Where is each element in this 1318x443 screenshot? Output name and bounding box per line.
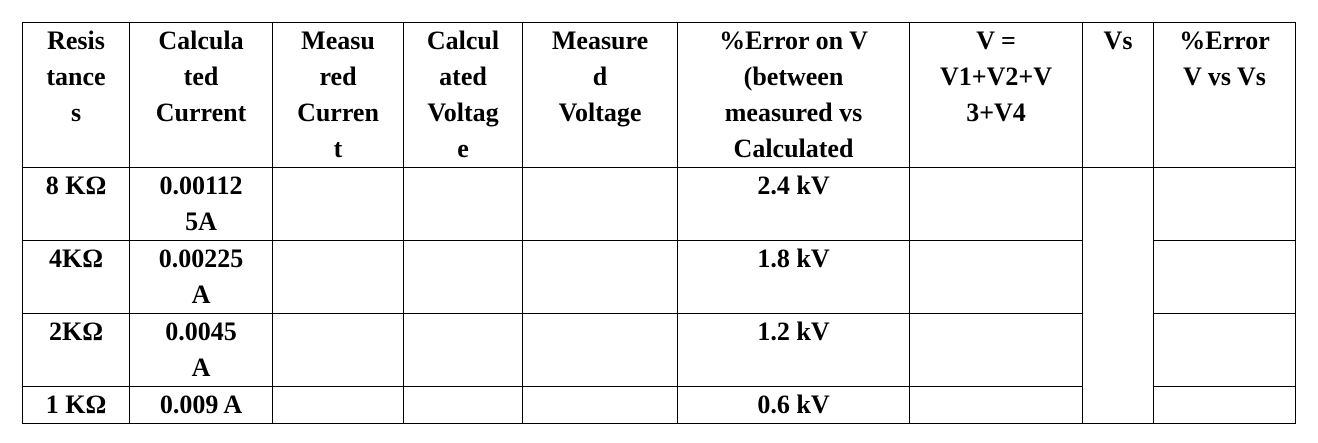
cell-text: t xyxy=(333,134,343,163)
header-cell: Measure d Voltage xyxy=(522,22,678,168)
cell-text: A xyxy=(191,280,211,309)
cell-text: Voltag xyxy=(427,98,499,127)
data-cell: 0.00225 A xyxy=(129,240,273,314)
cell-text: measured vs xyxy=(724,98,863,127)
cell-text: 1.2 kV xyxy=(757,317,830,346)
cell-text: Measure xyxy=(551,26,649,55)
cell-text: Current xyxy=(155,98,247,127)
data-cell: 2KΩ xyxy=(22,313,130,387)
header-cell: %Error V vs Vs xyxy=(1153,22,1296,168)
header-cell: %Error on V (between measured vs Calculated xyxy=(677,22,910,168)
data-cell: 0.0045 A xyxy=(129,313,273,387)
cell-text: 0.009 A xyxy=(159,390,243,419)
cell-text: 5A xyxy=(185,207,217,236)
data-row: 4KΩ 0.00225 A 1.8 kV xyxy=(22,240,1296,314)
data-cell: 1.8 kV xyxy=(677,240,910,314)
data-cell xyxy=(522,167,678,241)
cell-text: V = xyxy=(976,26,1016,55)
header-cell: Calcul ated Voltag e xyxy=(403,22,523,168)
data-cell xyxy=(1153,313,1296,387)
data-cell xyxy=(909,313,1083,387)
data-cell xyxy=(403,167,523,241)
cell-text: 1.8 kV xyxy=(757,244,830,273)
data-cell xyxy=(909,167,1083,241)
cell-text: 4KΩ xyxy=(48,244,104,273)
table-body: Resis tance s Calcula ted Current Measu red Curr… xyxy=(22,22,1296,424)
data-cell: 1.2 kV xyxy=(677,313,910,387)
cell-text: ated xyxy=(439,62,487,91)
cell-text: Resis xyxy=(47,26,105,55)
data-cell: 1 KΩ xyxy=(22,386,130,424)
cell-text: %Error xyxy=(1179,26,1270,55)
data-cell xyxy=(909,386,1083,424)
cell-text: Curren xyxy=(297,98,379,127)
header-cell: V = V1+V2+V 3+V4 xyxy=(909,22,1083,168)
data-row: 2KΩ 0.0045 A 1.2 kV xyxy=(22,313,1296,387)
cell-text: red xyxy=(319,62,357,91)
cell-text: %Error on V xyxy=(719,26,868,55)
cell-text: Vs xyxy=(1103,26,1133,55)
cell-text: 3+V4 xyxy=(966,98,1026,127)
cell-text: tance xyxy=(46,62,106,91)
data-cell xyxy=(403,240,523,314)
data-cell: 0.009 A xyxy=(129,386,273,424)
data-cell xyxy=(272,386,404,424)
cell-text: 1 KΩ xyxy=(45,390,107,419)
merged-cell xyxy=(1082,167,1154,424)
cell-text: A xyxy=(191,353,211,382)
data-cell: 0.00112 5A xyxy=(129,167,273,241)
cell-text: Calcula xyxy=(158,26,244,55)
data-cell xyxy=(272,313,404,387)
data-cell xyxy=(522,240,678,314)
data-cell xyxy=(1153,240,1296,314)
cell-text: Calculated xyxy=(733,134,854,163)
data-cell xyxy=(522,386,678,424)
cell-text: 0.00225 xyxy=(158,244,244,273)
header-cell: Vs xyxy=(1082,22,1154,168)
cell-text: (between xyxy=(743,62,844,91)
cell-text: Voltage xyxy=(558,98,642,127)
data-cell xyxy=(909,240,1083,314)
cell-text: e xyxy=(457,134,469,163)
data-cell xyxy=(272,167,404,241)
data-cell xyxy=(1153,386,1296,424)
cell-text: 0.6 kV xyxy=(757,390,830,419)
cell-text: 0.00112 xyxy=(159,171,243,200)
cell-text: s xyxy=(70,98,82,127)
header-row: Resis tance s Calcula ted Current Measu red Curr… xyxy=(22,22,1296,168)
data-row: 1 KΩ 0.009 A 0.6 kV xyxy=(22,386,1296,424)
data-row: 8 KΩ 0.00112 5A 2.4 kV xyxy=(22,167,1296,424)
data-cell xyxy=(522,313,678,387)
data-cell: 0.6 kV xyxy=(677,386,910,424)
header-cell: Measu red Curren t xyxy=(272,22,404,168)
header-cell: Calcula ted Current xyxy=(129,22,273,168)
data-cell: 4KΩ xyxy=(22,240,130,314)
cell-text: 2.4 kV xyxy=(757,171,830,200)
data-cell: 2.4 kV xyxy=(677,167,910,241)
cell-text: 2KΩ xyxy=(48,317,104,346)
data-cell xyxy=(403,386,523,424)
data-cell xyxy=(272,240,404,314)
data-table: Resis tance s Calcula ted Current Measu red Curr… xyxy=(22,22,1296,424)
cell-text: V vs Vs xyxy=(1183,62,1266,91)
data-cell: 8 KΩ xyxy=(22,167,130,241)
header-cell: Resis tance s xyxy=(22,22,130,168)
cell-text: 8 KΩ xyxy=(45,171,107,200)
cell-text: V1+V2+V xyxy=(940,62,1052,91)
cell-text: ted xyxy=(183,62,219,91)
cell-text: 0.0045 xyxy=(165,317,237,346)
cell-text: Measu xyxy=(301,26,375,55)
data-cell xyxy=(403,313,523,387)
data-cell xyxy=(1153,167,1296,241)
cell-text: d xyxy=(592,62,608,91)
cell-text: Calcul xyxy=(426,26,500,55)
